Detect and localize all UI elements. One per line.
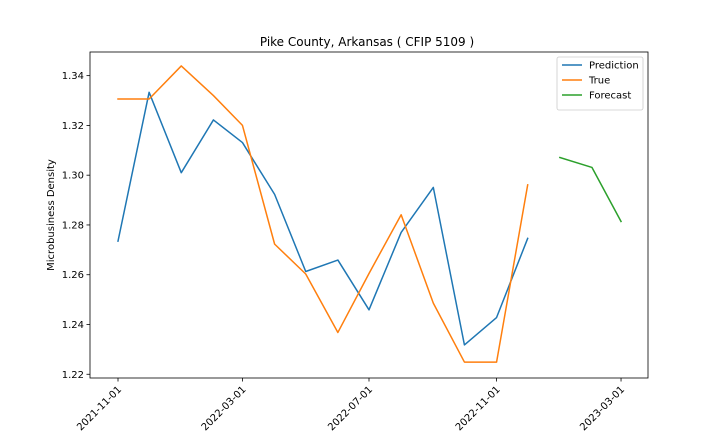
plot-lines (117, 65, 623, 363)
series-line-prediction (117, 91, 529, 346)
legend-box (556, 56, 644, 111)
x-tick-label: 2022-07-01 (326, 384, 375, 432)
y-tick-label: 1.26 (62, 270, 84, 281)
y-tick-label: 1.28 (62, 220, 84, 231)
y-tick-label: 1.34 (62, 71, 84, 82)
y-tick-label: 1.32 (62, 121, 84, 132)
x-tick-label: 2021-11-01 (75, 384, 124, 432)
x-axis: 2021-11-01 2022-03-01 2022-07-01 2022-11-01… (75, 378, 627, 432)
y-tick-label: 1.24 (62, 320, 84, 331)
legend: Prediction True Forecast (556, 56, 644, 111)
legend-label: Forecast (589, 91, 631, 102)
x-tick-label: 2023-03-01 (578, 384, 627, 432)
legend-label: Prediction (589, 61, 639, 72)
y-tick-label: 1.30 (62, 171, 84, 182)
y-axis: 1.22 1.24 1.26 1.28 1.30 1.32 1.34 (62, 71, 90, 381)
chart-title: Pike County, Arkansas ( CFIP 5109 ) (260, 35, 474, 49)
y-axis-label: Microbusiness Density (46, 159, 57, 271)
legend-label: True (588, 76, 610, 87)
series-line-forecast (558, 156, 623, 223)
y-tick-label: 1.22 (62, 370, 84, 381)
x-tick-label: 2022-03-01 (200, 384, 249, 432)
series-line-true (117, 65, 529, 363)
x-tick-label: 2022-11-01 (454, 384, 503, 432)
